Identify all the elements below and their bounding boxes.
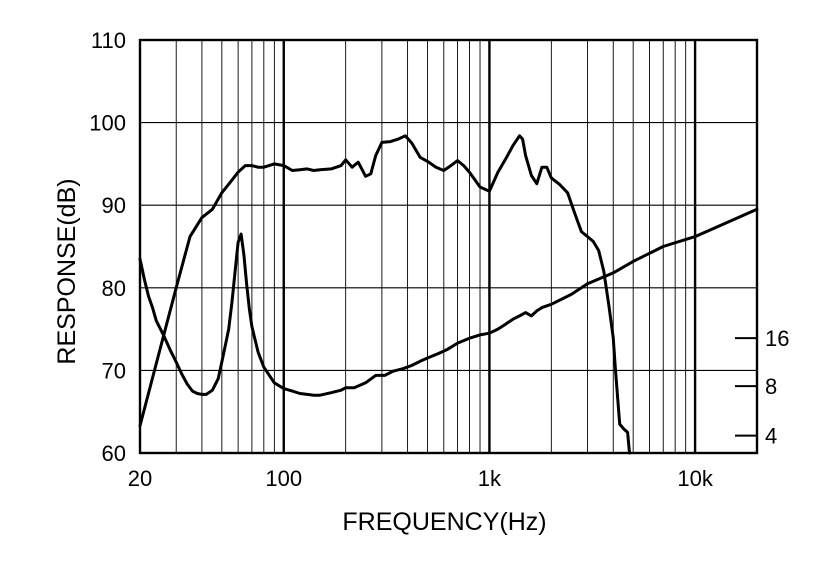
y-tick-label: 110 bbox=[91, 28, 126, 53]
right-axis-tick-label: 8 bbox=[765, 374, 777, 399]
right-axis-tick-label: 16 bbox=[765, 326, 789, 351]
x-tick-label: 100 bbox=[265, 466, 302, 491]
y-tick-label: 100 bbox=[89, 111, 126, 136]
x-axis-title: FREQUENCY(Hz) bbox=[342, 508, 546, 536]
y-tick-label: 70 bbox=[102, 358, 126, 383]
y-tick-labels: 60 70 80 90 100 110 bbox=[89, 28, 126, 466]
y-axis-title: RESPONSE(dB) bbox=[53, 178, 81, 364]
y-tick-label: 80 bbox=[102, 276, 126, 301]
series-line-1 bbox=[138, 134, 631, 455]
y-tick-label: 60 bbox=[102, 441, 126, 466]
right-axis-tick-label: 4 bbox=[765, 424, 777, 449]
plot-frame bbox=[138, 38, 759, 455]
grid bbox=[140, 40, 757, 453]
x-tick-label: 20 bbox=[128, 466, 152, 491]
series-line-2 bbox=[138, 207, 759, 397]
y-tick-label: 90 bbox=[102, 193, 126, 218]
x-tick-label: 10k bbox=[677, 466, 713, 491]
x-tick-label: 1k bbox=[478, 466, 502, 491]
x-tick-labels: 20 100 1k 10k bbox=[128, 466, 714, 491]
curves bbox=[138, 134, 759, 455]
